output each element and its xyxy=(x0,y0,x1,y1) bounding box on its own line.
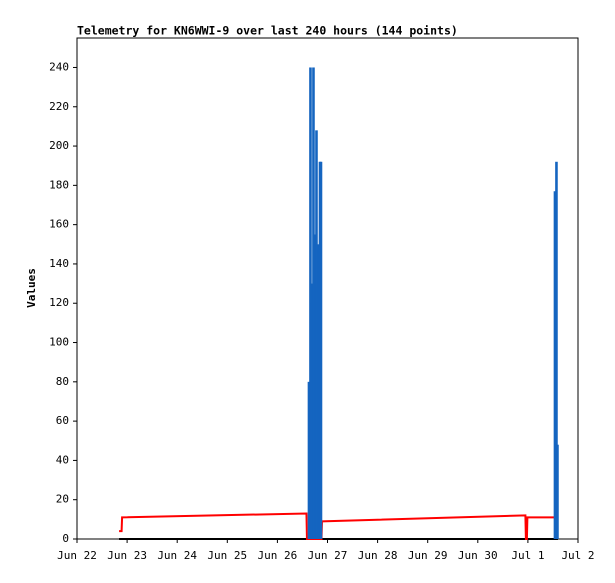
y-tick-label: 40 xyxy=(56,453,69,466)
spike xyxy=(556,444,559,539)
spike xyxy=(317,244,320,539)
x-tick-label: Jun 26 xyxy=(258,549,298,562)
y-tick-label: 200 xyxy=(49,139,69,152)
x-tick-label: Jun 25 xyxy=(207,549,247,562)
y-tick-label: 100 xyxy=(49,336,69,349)
x-tick-label: Jun 29 xyxy=(408,549,448,562)
x-tick-label: Jun 28 xyxy=(358,549,398,562)
x-tick-label: Jun 23 xyxy=(107,549,147,562)
x-tick-label: Jun 30 xyxy=(458,549,498,562)
y-tick-label: 120 xyxy=(49,296,69,309)
y-tick-label: 140 xyxy=(49,257,69,270)
y-tick-label: 0 xyxy=(62,532,69,545)
spike xyxy=(553,191,557,539)
y-tick-label: 80 xyxy=(56,375,69,388)
x-tick-label: Jun 24 xyxy=(157,549,197,562)
x-tick-label: Jun 27 xyxy=(308,549,348,562)
spike xyxy=(319,161,323,539)
spike xyxy=(307,381,311,539)
x-tick-label: Jun 22 xyxy=(57,549,97,562)
x-tick-label: Jul 1 xyxy=(511,549,544,562)
y-tick-label: 60 xyxy=(56,414,69,427)
y-tick-label: 220 xyxy=(49,100,69,113)
y-tick-label: 180 xyxy=(49,178,69,191)
spike xyxy=(555,161,558,539)
plot-frame xyxy=(76,37,579,540)
chart-title: Telemetry for KN6WWI-9 over last 240 hou… xyxy=(77,24,458,38)
x-tick-label: Jul 2 xyxy=(561,549,594,562)
y-tick-label: 160 xyxy=(49,218,69,231)
y-tick-label: 240 xyxy=(49,60,69,73)
series-line xyxy=(119,512,555,540)
y-axis-label: Values xyxy=(25,268,38,308)
y-tick-label: 20 xyxy=(56,493,69,506)
